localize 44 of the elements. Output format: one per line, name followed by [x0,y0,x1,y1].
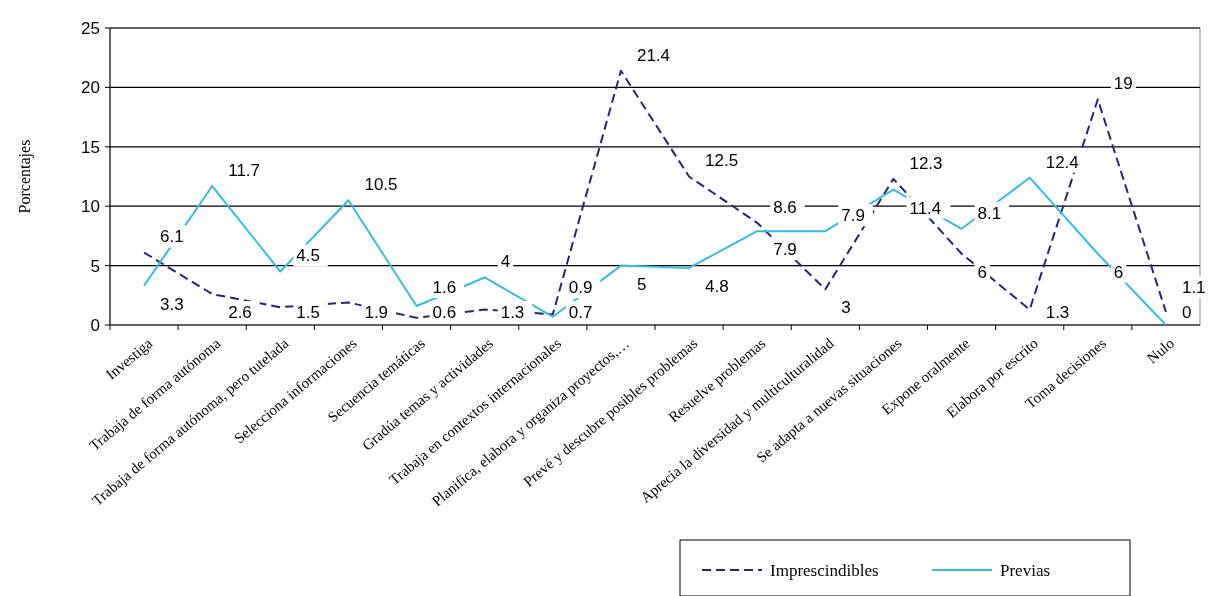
data-label: 11.4 [909,198,942,218]
data-label: 2.6 [228,302,252,322]
data-label: 8.6 [773,197,797,217]
y-tick-label: 25 [81,18,100,38]
data-label: 7.9 [773,240,797,260]
data-label: 8.1 [977,203,1002,223]
data-label: 12.5 [705,151,739,171]
y-tick-label: 15 [81,137,100,157]
data-label: 3.3 [160,294,184,314]
data-label: 1.1 [1181,277,1206,297]
data-label: 0 [1181,302,1192,322]
data-label: 7.9 [841,206,865,226]
legend-label: Previas [1000,560,1051,580]
data-label: 1.5 [296,302,320,322]
y-tick-label: 10 [81,197,100,217]
y-tick-label: 5 [90,256,100,276]
data-label: 10.5 [364,175,398,195]
data-label: 12.3 [909,153,943,173]
data-label: 4 [500,252,511,272]
data-label: 6.1 [160,227,184,247]
legend-label: Imprescindibles [770,560,879,580]
y-tick-label: 20 [81,78,100,98]
line-series [143,69,1167,319]
data-label: 6 [1113,262,1124,282]
data-label: 0.9 [568,277,593,297]
data-label: 21.4 [636,45,671,65]
data-label: 12.4 [1045,152,1079,172]
data-label: 0.6 [432,302,457,322]
y-axis-title: Porcentajes [16,139,34,214]
data-label: 3 [841,298,851,318]
x-tick-label: Nulo [1143,335,1178,367]
data-label: 5 [636,274,647,294]
data-label: 6 [977,262,988,282]
data-label: 11.7 [228,160,261,180]
data-label: 4.5 [296,246,320,266]
data-label: 1.3 [500,302,525,322]
line-series [143,176,1167,326]
data-label: 0.7 [568,302,593,322]
data-label: 1.9 [364,302,389,322]
y-tick-label: 0 [90,315,100,335]
data-label: 1.6 [432,277,457,297]
data-label: 19 [1113,74,1133,94]
data-label: 4.8 [705,276,729,296]
data-label: 1.3 [1045,302,1070,322]
